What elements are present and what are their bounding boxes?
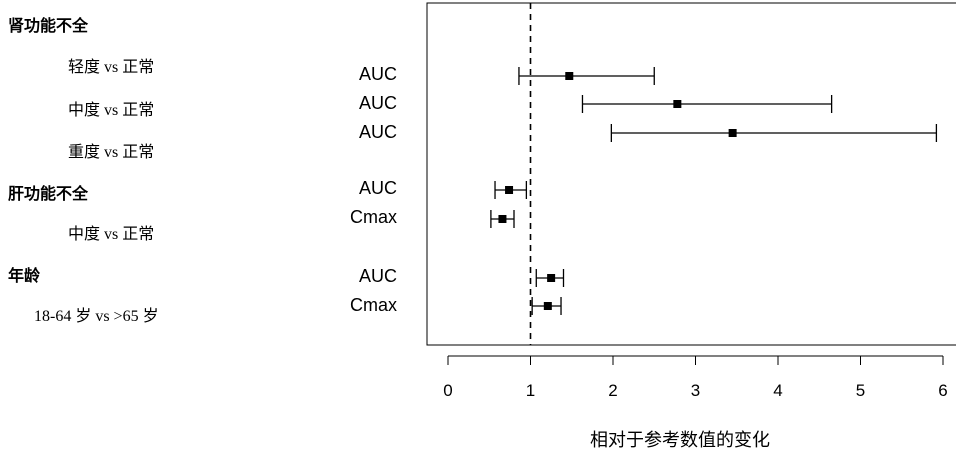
point-estimate [673,100,682,108]
ci-row [494,181,528,199]
metric-label: AUC [358,122,397,142]
x-tick-label: 5 [856,381,865,400]
subgroup-label-renal-severe: 重度 vs 正常 [68,144,155,161]
metric-label: AUC [358,266,397,286]
point-estimate [498,215,507,223]
point-estimate [543,302,552,310]
subgroup-label-age-range: 18-64 岁 vs >65 岁 [34,308,159,325]
subgroup-label-renal-moderate: 中度 vs 正常 [68,102,155,119]
metric-label: Cmax [349,295,397,315]
ci-row [581,95,833,113]
group-label-age: 年龄 [8,266,41,285]
metric-label: Cmax [349,207,397,227]
group-label-hepatic: 肝功能不全 [8,184,89,203]
metric-label: AUC [358,178,397,198]
metric-label: AUC [358,64,397,84]
x-tick-label: 6 [938,381,947,400]
ci-row [535,269,565,287]
ci-row [531,297,562,315]
x-axis-title: 相对于参考数值的变化 [590,430,770,451]
ci-row [518,67,655,85]
point-estimate [547,274,556,282]
point-estimate [505,186,514,194]
subgroup-label-renal-mild: 轻度 vs 正常 [68,59,155,76]
subgroup-label-hepatic-moderate: 中度 vs 正常 [68,226,155,243]
group-label-renal: 肾功能不全 [8,16,89,35]
point-estimate [728,129,737,137]
x-tick-label: 0 [443,381,452,400]
ci-row [610,124,938,142]
x-tick-label: 4 [773,381,782,400]
point-estimate [565,72,574,80]
x-tick-label: 3 [691,381,700,400]
x-tick-label: 2 [608,381,617,400]
metric-label: AUC [358,93,397,113]
ci-row [490,210,515,228]
plot-frame [426,2,956,346]
x-tick-label: 1 [526,381,535,400]
